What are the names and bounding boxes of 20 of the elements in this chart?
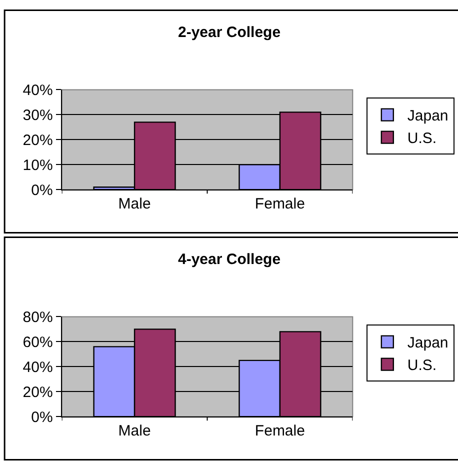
x-tick-label: Male bbox=[118, 422, 151, 440]
legend-label: U.S. bbox=[407, 357, 437, 374]
y-tick-label: 0% bbox=[31, 182, 53, 199]
legend-label: Japan bbox=[407, 334, 448, 352]
y-tick-label: 30% bbox=[22, 106, 53, 124]
y-tick-label: 10% bbox=[22, 156, 53, 174]
chart-title: 4-year College bbox=[178, 251, 281, 268]
y-tick-label: 20% bbox=[22, 384, 53, 401]
x-tick-label: Female bbox=[254, 422, 305, 440]
x-tick-label: Female bbox=[254, 196, 305, 213]
legend-label: Japan bbox=[407, 108, 448, 125]
legend-label: U.S. bbox=[407, 130, 437, 148]
x-tick-label: Male bbox=[118, 196, 151, 213]
y-tick-label: 80% bbox=[22, 308, 53, 326]
y-tick-label: 0% bbox=[31, 408, 53, 426]
chart-title: 2-year College bbox=[178, 24, 281, 41]
y-tick-label: 60% bbox=[22, 334, 53, 351]
y-tick-label: 20% bbox=[22, 132, 53, 149]
y-tick-label: 40% bbox=[22, 82, 53, 99]
y-tick-label: 40% bbox=[22, 358, 53, 376]
